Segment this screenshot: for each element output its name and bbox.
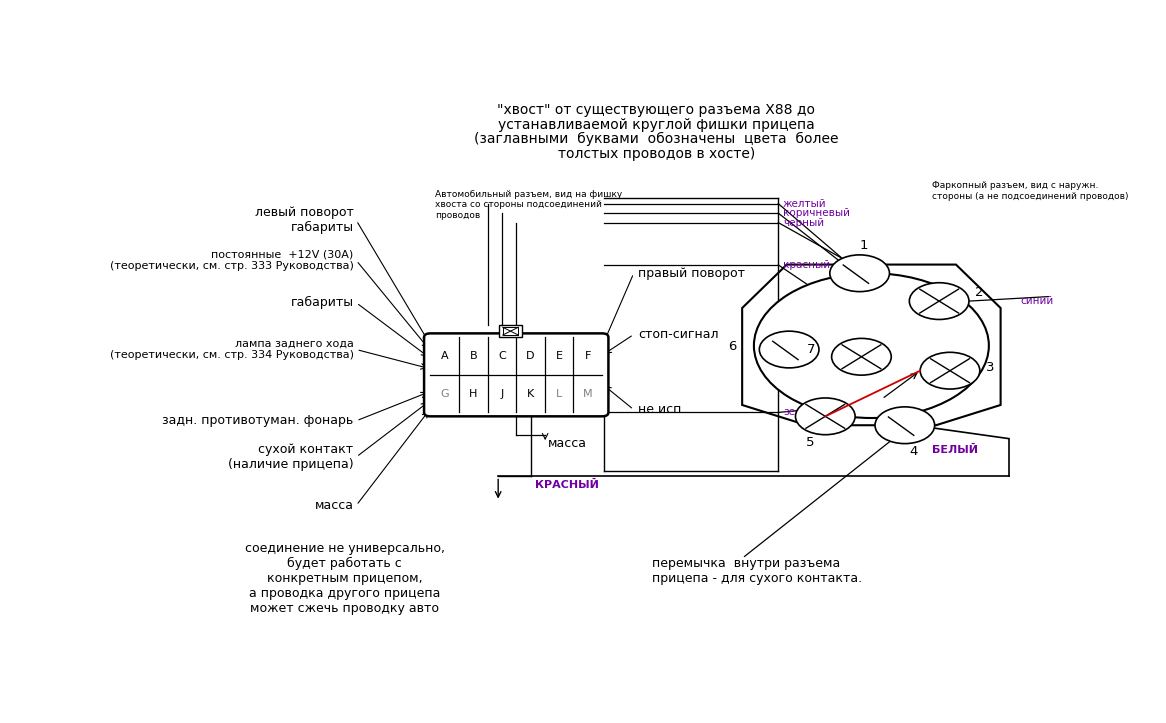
Text: левый поворот
габариты: левый поворот габариты [254, 206, 353, 234]
Text: сухой контакт
(наличие прицепа): сухой контакт (наличие прицепа) [229, 443, 353, 471]
FancyBboxPatch shape [424, 333, 609, 416]
Circle shape [830, 255, 890, 291]
Text: синий: синий [1020, 296, 1054, 306]
Text: масса: масса [548, 437, 586, 450]
Circle shape [759, 331, 819, 368]
Text: лампа заднего хода
(теоретически, см. стр. 334 Руководства): лампа заднего хода (теоретически, см. ст… [110, 339, 353, 360]
Text: БЕЛЫЙ: БЕЛЫЙ [932, 445, 978, 455]
Text: F: F [584, 351, 591, 361]
Text: 7: 7 [807, 343, 815, 356]
Text: J: J [500, 389, 504, 398]
Circle shape [754, 273, 989, 418]
Text: красный: красный [782, 260, 830, 270]
Text: КРАСНЫЙ: КРАСНЫЙ [535, 480, 599, 490]
Polygon shape [743, 265, 1000, 425]
Text: устанавливаемой круглой фишки прицепа: устанавливаемой круглой фишки прицепа [498, 118, 815, 132]
Text: (заглавными  буквами  обозначены  цвета  более: (заглавными буквами обозначены цвета бол… [475, 132, 838, 146]
Text: 4: 4 [909, 445, 918, 458]
Text: 2: 2 [975, 286, 983, 299]
Text: не исп.: не исп. [638, 403, 686, 416]
Text: C: C [498, 351, 506, 361]
Text: габариты: габариты [290, 296, 353, 309]
Text: H: H [469, 389, 478, 398]
Text: Автомобильный разъем, вид на фишку
хвоста со стороны подсоединений
проводов: Автомобильный разъем, вид на фишку хвост… [435, 189, 623, 220]
Text: 6: 6 [729, 340, 737, 353]
Text: желтый: желтый [782, 199, 827, 209]
Text: E: E [556, 351, 563, 361]
Text: зеленый: зеленый [782, 408, 830, 417]
Circle shape [909, 283, 969, 320]
Text: "хвост" от существующего разъема Х88 до: "хвост" от существующего разъема Х88 до [498, 103, 815, 117]
Text: стоп-сигнал: стоп-сигнал [638, 328, 718, 341]
Text: 5: 5 [806, 436, 815, 449]
Circle shape [831, 338, 891, 375]
Text: коричневый: коричневый [782, 208, 850, 218]
Circle shape [920, 352, 979, 389]
Text: K: K [527, 389, 534, 398]
Text: D: D [526, 351, 535, 361]
Text: масса: масса [315, 499, 353, 512]
Text: черный: черный [782, 218, 824, 228]
Text: правый поворот: правый поворот [638, 267, 745, 280]
Bar [499, 325, 522, 337]
Bar [503, 328, 519, 335]
Text: постоянные  +12V (30А)
(теоретически, см. стр. 333 Руководства): постоянные +12V (30А) (теоретически, см.… [110, 249, 353, 271]
Text: толстых проводов в хосте): толстых проводов в хосте) [557, 147, 754, 161]
Circle shape [795, 398, 855, 435]
Text: соединение не универсально,
будет работать с
конкретным прицепом,
а проводка дру: соединение не универсально, будет работа… [245, 542, 444, 615]
Text: Фаркопный разъем, вид с наружн.
стороны (а не подсоединений проводов): Фаркопный разъем, вид с наружн. стороны … [932, 181, 1129, 201]
Text: 1: 1 [859, 239, 869, 252]
Text: задн. противотуман. фонарь: задн. противотуман. фонарь [162, 414, 353, 427]
Text: L: L [556, 389, 562, 398]
Text: перемычка  внутри разъема
прицепа - для сухого контакта.: перемычка внутри разъема прицепа - для с… [652, 557, 862, 585]
Text: G: G [441, 389, 449, 398]
Text: B: B [470, 351, 477, 361]
Circle shape [874, 407, 935, 444]
Text: M: M [583, 389, 592, 398]
Text: 3: 3 [985, 361, 995, 374]
Text: A: A [441, 351, 449, 361]
